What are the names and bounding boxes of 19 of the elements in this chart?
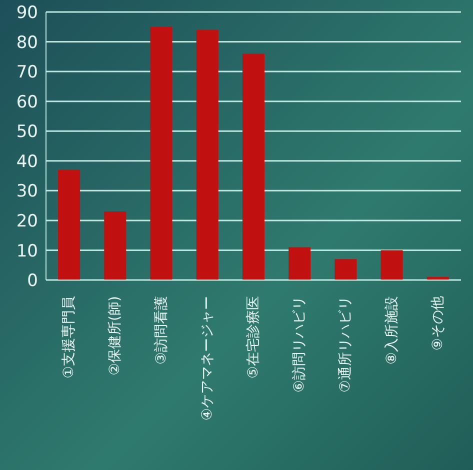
- y-tick-label: 40: [16, 152, 38, 172]
- x-tick-label: ⑦通所リハビリ: [338, 296, 354, 393]
- y-tick-label: 60: [16, 92, 38, 112]
- y-tick-label: 30: [16, 182, 38, 202]
- x-tick-label: ②保健所(師): [107, 296, 124, 376]
- y-tick-label: 80: [16, 32, 38, 53]
- x-tick-label: ①支援専門員: [61, 296, 78, 379]
- x-tick-label: ⑨その他: [430, 296, 446, 351]
- x-tick-label: ④ケアマネージャー: [199, 296, 216, 421]
- y-tick-label: 50: [16, 122, 38, 142]
- x-tick-label: ⑤在宅診療医: [246, 296, 262, 379]
- y-tick-label: 20: [16, 211, 38, 232]
- x-tick-label: ③訪問看護: [153, 296, 170, 365]
- y-tick-label: 10: [16, 241, 38, 262]
- y-tick-label: 0: [27, 271, 38, 292]
- y-tick-label: 70: [16, 62, 38, 83]
- y-tick-label: 90: [16, 3, 38, 24]
- x-tick-label: ⑧入所施設: [384, 296, 400, 365]
- x-tick-label: ⑥訪問リハビリ: [292, 296, 308, 393]
